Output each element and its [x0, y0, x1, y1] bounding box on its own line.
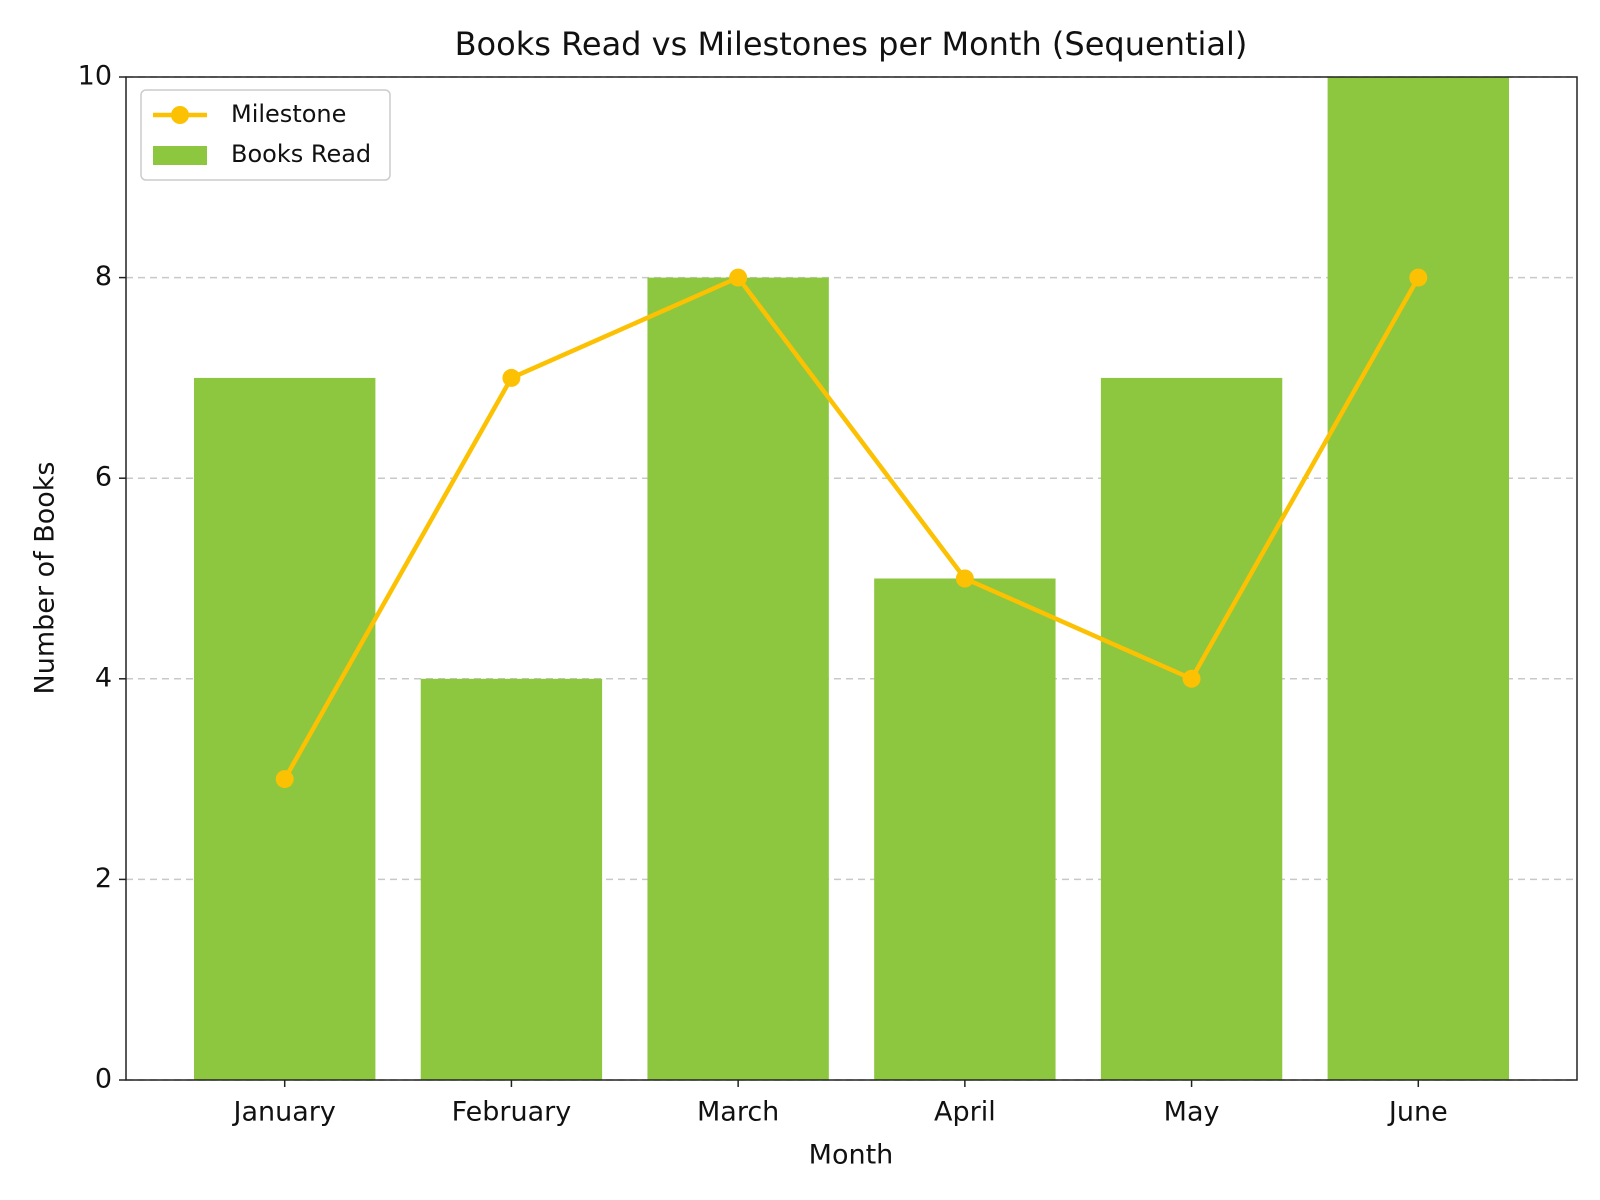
- y-tick-label: 0: [95, 1064, 112, 1095]
- x-tick-label: January: [232, 1097, 336, 1128]
- y-tick-label: 8: [95, 261, 112, 292]
- y-tick-label: 2: [95, 863, 112, 894]
- x-axis-label: Month: [809, 1140, 894, 1171]
- point: [955, 569, 974, 588]
- bar: [874, 578, 1056, 1080]
- legend-label: Milestone: [231, 100, 346, 128]
- legend-swatch: [171, 106, 189, 124]
- legend-label: Books Read: [231, 140, 371, 168]
- plot-frame: [125, 76, 1578, 1081]
- chart-title: Books Read vs Milestones per Month (Sequ…: [455, 25, 1248, 63]
- point: [275, 770, 294, 789]
- bar: [1100, 377, 1283, 1080]
- line: [282, 274, 1421, 781]
- bar: [420, 678, 603, 1080]
- point: [1409, 268, 1428, 287]
- legend-swatch: [153, 146, 207, 165]
- x-tick-label: March: [697, 1097, 779, 1128]
- y-tick-label: 6: [95, 462, 112, 493]
- point: [502, 368, 521, 387]
- y-tick-label: 4: [95, 662, 112, 693]
- x-tick-label: May: [1164, 1097, 1220, 1128]
- point: [729, 268, 748, 287]
- bar: [194, 377, 376, 1080]
- x-tick-label: February: [452, 1097, 572, 1128]
- bar: [1327, 77, 1509, 1080]
- y-tick-label: 10: [78, 61, 112, 92]
- x-tick-label: April: [934, 1097, 996, 1128]
- bar: [647, 277, 829, 1081]
- point: [1182, 669, 1201, 688]
- x-tick-label: June: [1387, 1097, 1448, 1128]
- y-axis-label: Number of Books: [30, 462, 61, 695]
